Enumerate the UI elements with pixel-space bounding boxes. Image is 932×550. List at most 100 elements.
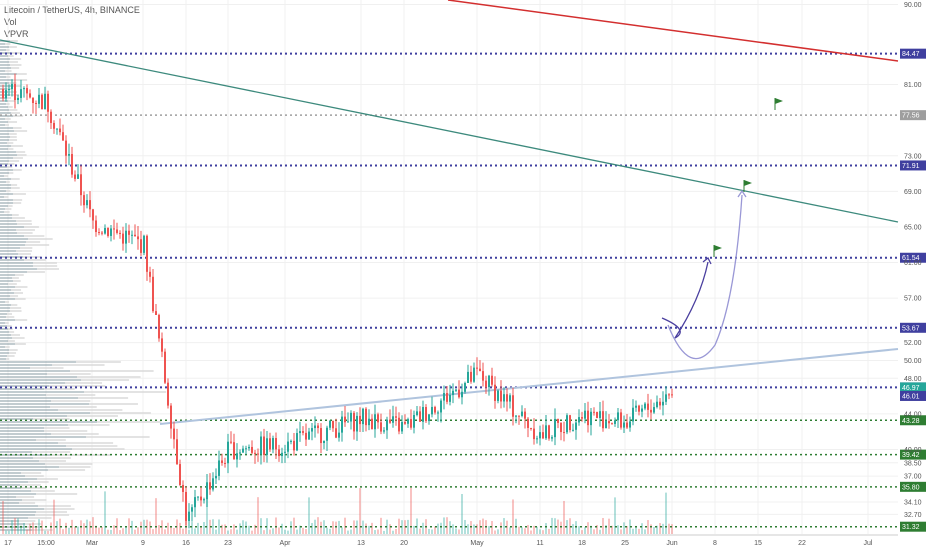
candle xyxy=(611,423,613,425)
volume-bar xyxy=(671,524,673,534)
volume-bar xyxy=(236,529,238,534)
volume-profile-bar xyxy=(0,124,5,126)
volume-profile-bar xyxy=(46,394,96,396)
volume-profile-bar xyxy=(9,82,17,84)
volume-label: Vol xyxy=(4,17,17,27)
candle xyxy=(617,412,619,421)
candle xyxy=(302,431,304,433)
volume-profile-bar xyxy=(0,382,65,384)
volume-profile-bar xyxy=(20,484,41,486)
volume-profile-bar xyxy=(33,265,58,267)
price-badge-label: 46.97 xyxy=(902,385,920,392)
candle xyxy=(356,415,358,432)
candle xyxy=(203,499,205,501)
volume-bar xyxy=(23,522,25,534)
volume-bar xyxy=(191,522,193,534)
volume-profile-bar xyxy=(8,121,18,123)
candle xyxy=(347,421,349,423)
candle xyxy=(476,367,478,369)
volume-profile-bar xyxy=(0,265,33,267)
volume-bar xyxy=(344,517,346,534)
volume-profile-bar xyxy=(37,478,58,480)
volume-profile-bar xyxy=(0,322,5,324)
price-tick-label: 65.00 xyxy=(904,224,922,231)
volume-profile-bar xyxy=(0,430,44,432)
time-axis: 17 15:00 Mar 9 16 23 Apr 13 20 May 11 18 25 Jun 8 15 22 J… xyxy=(0,534,898,547)
candle xyxy=(119,232,121,234)
candle xyxy=(44,93,46,110)
volume-bar xyxy=(500,522,502,534)
candle xyxy=(500,390,502,402)
volume-profile-bar xyxy=(0,340,8,342)
volume-profile-bar xyxy=(5,208,12,210)
volume-bar xyxy=(254,524,256,534)
volume-profile-bar xyxy=(0,61,9,63)
volume-profile-bar xyxy=(0,289,11,291)
candle xyxy=(8,89,10,91)
volume-bar xyxy=(239,523,241,534)
candle xyxy=(266,438,268,455)
candle xyxy=(164,351,166,383)
volume-profile-bar xyxy=(0,82,9,84)
volume-bar xyxy=(320,521,322,534)
price-tick-label: 61.00 xyxy=(904,260,922,267)
volume-profile-bar xyxy=(8,340,15,342)
volume-profile-bar xyxy=(4,211,10,213)
volume-profile-bar xyxy=(21,487,47,489)
volume-profile-bar xyxy=(5,118,11,120)
volume-bar xyxy=(422,522,424,534)
candle xyxy=(272,438,274,450)
candle xyxy=(191,507,193,512)
volume-bar xyxy=(530,530,532,534)
volume-profile-bar xyxy=(0,76,6,78)
volume-profile-bar xyxy=(77,376,141,378)
volume-profile-bar xyxy=(31,490,55,492)
candle xyxy=(467,371,469,383)
volume-profile-bar xyxy=(0,421,97,423)
volume-profile-bar xyxy=(8,328,13,330)
volume-bar xyxy=(29,523,31,534)
volume-bar xyxy=(650,524,652,534)
price-tick-label: 90.00 xyxy=(904,2,922,9)
price-badge xyxy=(900,382,926,393)
volume-profile-bar xyxy=(0,337,12,339)
candle xyxy=(116,229,118,233)
volume-bar xyxy=(182,528,184,534)
volume-profile-bar xyxy=(0,121,8,123)
volume-bar xyxy=(2,500,4,534)
volume-bar xyxy=(593,529,595,534)
volume-profile-bar xyxy=(6,76,11,78)
volume-profile-bar xyxy=(13,157,23,159)
volume-bar xyxy=(245,521,247,534)
volume-profile-bar xyxy=(10,136,17,138)
volume-profile-bar xyxy=(0,193,13,195)
volume-bar xyxy=(200,526,202,534)
volume-bar xyxy=(578,526,580,534)
candle xyxy=(527,418,529,428)
candle xyxy=(269,438,271,450)
candle xyxy=(491,375,493,385)
volume-profile-bar xyxy=(0,58,10,60)
candle xyxy=(620,412,622,428)
candle xyxy=(122,233,124,244)
volume-bar xyxy=(317,517,319,534)
volume-bar xyxy=(491,520,493,534)
volume-profile-bar xyxy=(11,187,20,189)
volume-bar xyxy=(470,521,472,534)
volume-bar xyxy=(623,522,625,534)
candle xyxy=(77,174,79,179)
volume-bar xyxy=(302,527,304,534)
price-tick-label: 81.00 xyxy=(904,82,922,89)
volume-bar xyxy=(545,523,547,534)
candle xyxy=(128,230,130,235)
candle xyxy=(125,230,127,244)
volume-profile-bar xyxy=(0,262,33,264)
candle xyxy=(194,497,196,508)
candle xyxy=(509,395,511,402)
volume-bar xyxy=(539,529,541,534)
candle xyxy=(299,431,301,434)
volume-profile-bar xyxy=(0,238,28,240)
volume-profile-bar xyxy=(0,424,68,426)
candle xyxy=(560,422,562,433)
